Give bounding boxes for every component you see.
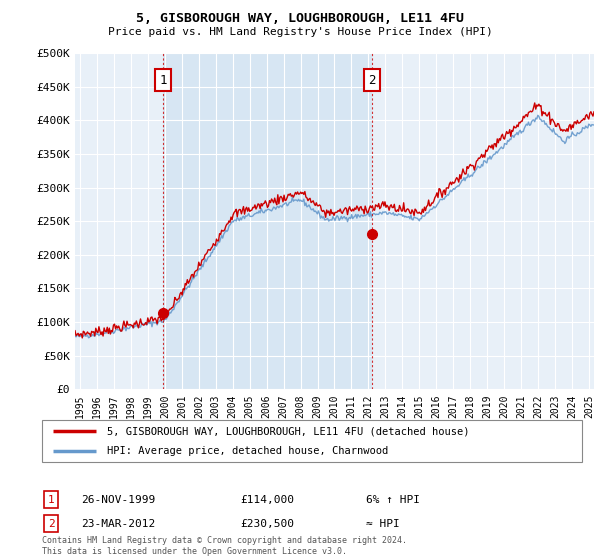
Text: 2: 2 bbox=[368, 73, 376, 87]
Text: 26-NOV-1999: 26-NOV-1999 bbox=[81, 494, 155, 505]
Text: 1: 1 bbox=[160, 73, 167, 87]
Text: 23-MAR-2012: 23-MAR-2012 bbox=[81, 519, 155, 529]
Text: Price paid vs. HM Land Registry's House Price Index (HPI): Price paid vs. HM Land Registry's House … bbox=[107, 27, 493, 37]
Text: 1: 1 bbox=[47, 494, 55, 505]
Bar bbox=[163, 53, 372, 389]
Text: 5, GISBOROUGH WAY, LOUGHBOROUGH, LE11 4FU: 5, GISBOROUGH WAY, LOUGHBOROUGH, LE11 4F… bbox=[136, 12, 464, 25]
Text: HPI: Average price, detached house, Charnwood: HPI: Average price, detached house, Char… bbox=[107, 446, 388, 456]
Text: ≈ HPI: ≈ HPI bbox=[366, 519, 400, 529]
Text: £114,000: £114,000 bbox=[240, 494, 294, 505]
Text: Contains HM Land Registry data © Crown copyright and database right 2024.
This d: Contains HM Land Registry data © Crown c… bbox=[42, 536, 407, 556]
Text: £230,500: £230,500 bbox=[240, 519, 294, 529]
Text: 6% ↑ HPI: 6% ↑ HPI bbox=[366, 494, 420, 505]
Text: 5, GISBOROUGH WAY, LOUGHBOROUGH, LE11 4FU (detached house): 5, GISBOROUGH WAY, LOUGHBOROUGH, LE11 4F… bbox=[107, 426, 469, 436]
FancyBboxPatch shape bbox=[42, 420, 582, 462]
Text: 2: 2 bbox=[47, 519, 55, 529]
